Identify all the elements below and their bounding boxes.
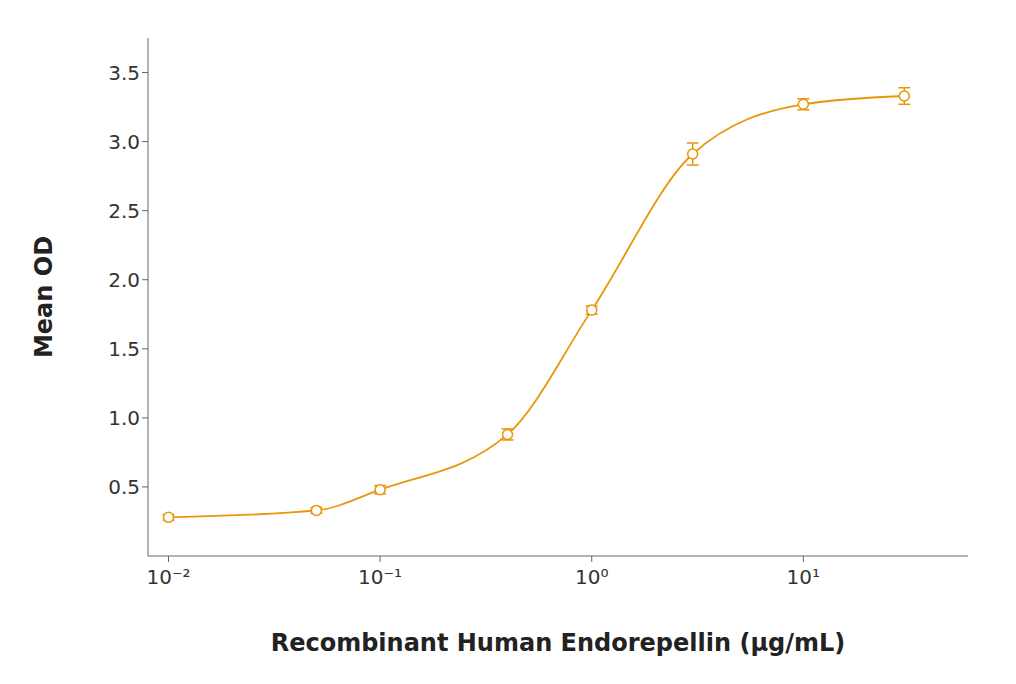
- svg-text:10⁰: 10⁰: [575, 565, 608, 589]
- svg-text:Recombinant Human Endorepellin: Recombinant Human Endorepellin (μg/mL): [271, 629, 846, 657]
- svg-text:1.0: 1.0: [108, 406, 140, 430]
- svg-text:2.0: 2.0: [108, 268, 140, 292]
- svg-text:10¹: 10¹: [787, 565, 820, 589]
- svg-text:3.5: 3.5: [108, 61, 140, 85]
- svg-text:10⁻²: 10⁻²: [146, 565, 190, 589]
- svg-text:1.5: 1.5: [108, 337, 140, 361]
- svg-text:2.5: 2.5: [108, 199, 140, 223]
- svg-text:10⁻¹: 10⁻¹: [358, 565, 402, 589]
- svg-text:3.0: 3.0: [108, 130, 140, 154]
- svg-text:Mean OD: Mean OD: [30, 236, 58, 358]
- svg-text:0.5: 0.5: [108, 475, 140, 499]
